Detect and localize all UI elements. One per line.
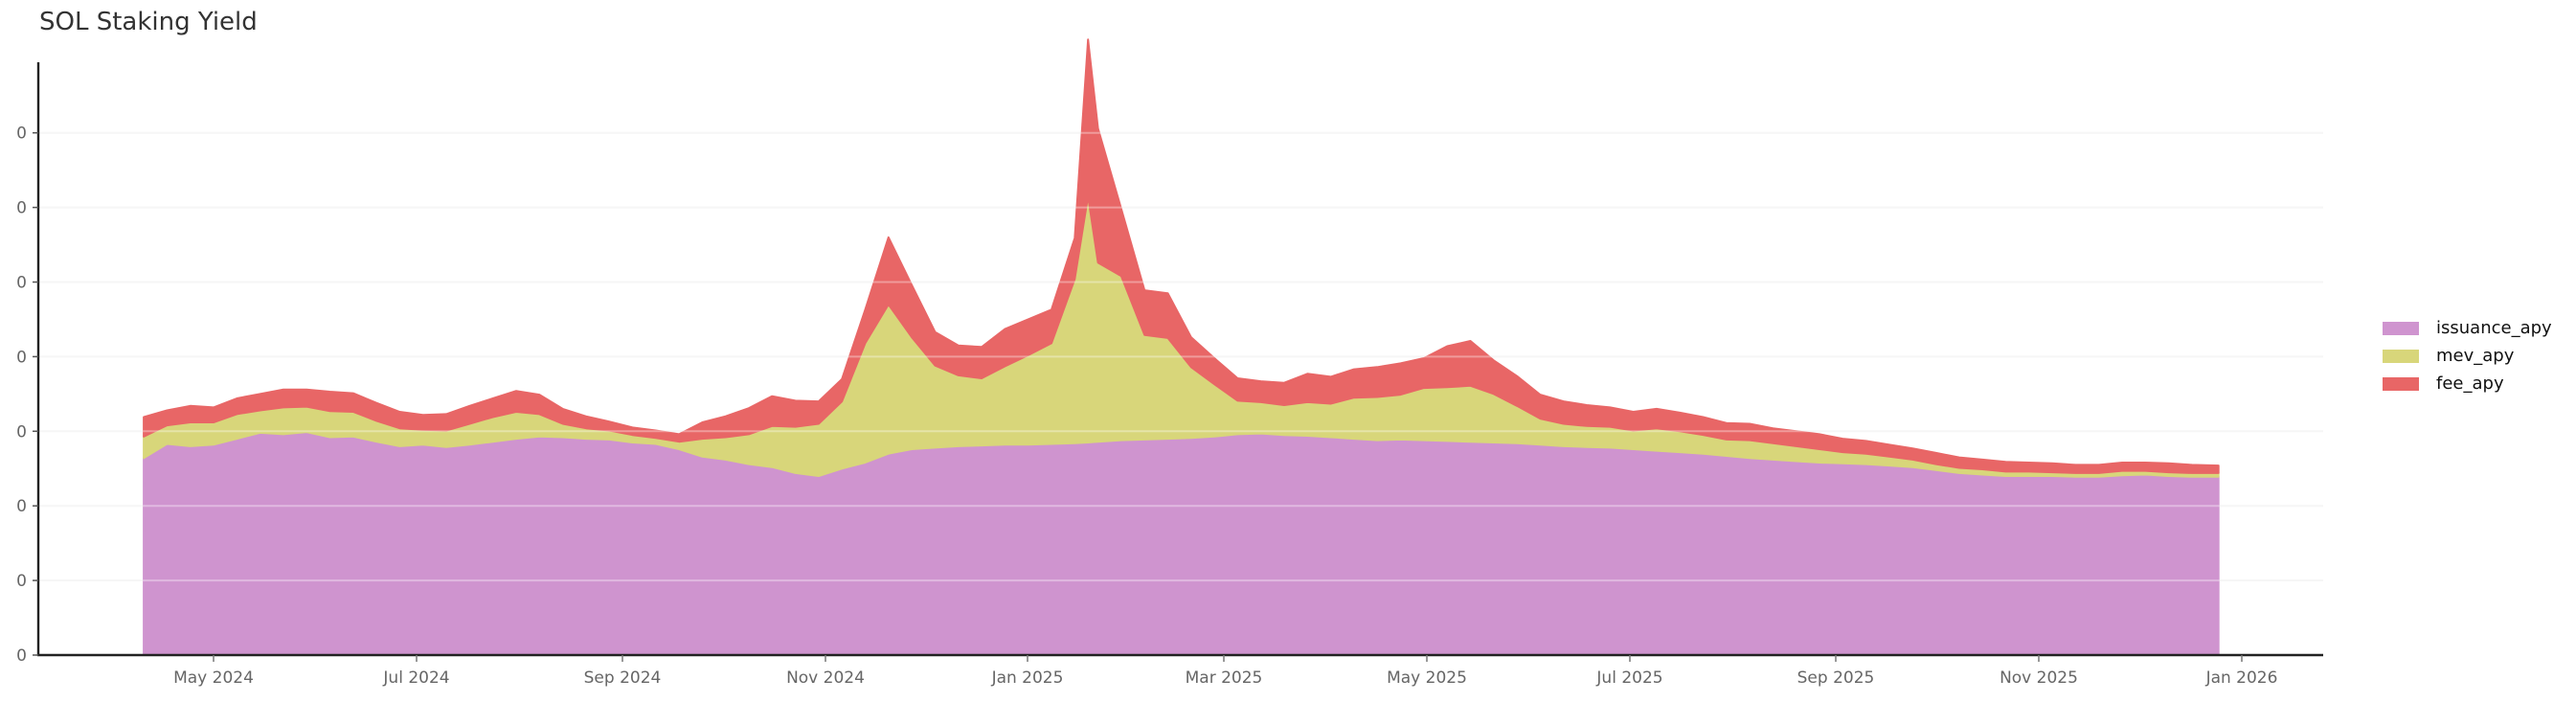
x-tick-label: Jul 2025 [1595, 668, 1662, 688]
x-tick-label: May 2024 [173, 668, 254, 688]
y-tick-label: 0 [16, 348, 27, 367]
x-tick-label: Jan 2025 [991, 668, 1064, 688]
x-tick-label: May 2025 [1387, 668, 1467, 688]
x-tick-label: Jan 2026 [2205, 668, 2278, 688]
x-tick-label: Nov 2024 [786, 668, 865, 688]
legend-label: issuance_apy [2436, 318, 2552, 338]
y-tick-label: 0 [16, 646, 27, 666]
x-tick-label: Jul 2024 [382, 668, 449, 688]
y-tick-label: 0 [16, 125, 27, 144]
mev-swatch-icon [2383, 349, 2419, 363]
issuance-swatch-icon [2383, 321, 2419, 335]
axes [36, 62, 2323, 657]
legend: issuance_apy mev_apy fee_apy [2383, 314, 2552, 397]
legend-item-issuance: issuance_apy [2383, 314, 2552, 342]
y-tick-label: 0 [16, 274, 27, 293]
x-tick-label: Mar 2025 [1186, 668, 1263, 688]
y-tick-label: 0 [16, 199, 27, 218]
y-tick-label: 0 [16, 422, 27, 442]
chart-title: SOL Staking Yield [39, 8, 258, 36]
y-tick-label: 0 [16, 497, 27, 516]
y-axis-ticks: 0 0 0 0 0 0 0 0 [16, 125, 38, 666]
legend-label: fee_apy [2436, 374, 2504, 394]
legend-item-mev: mev_apy [2383, 342, 2552, 370]
x-tick-label: Sep 2024 [584, 668, 662, 688]
x-axis-ticks: May 2024 Jul 2024 Sep 2024 Nov 2024 Jan 2025… [173, 655, 2277, 688]
y-tick-label: 0 [16, 572, 27, 591]
gridlines-overlay [38, 131, 2323, 582]
fee-swatch-icon [2383, 376, 2419, 391]
x-tick-label: Sep 2025 [1797, 668, 1875, 688]
x-tick-label: Nov 2025 [2000, 668, 2078, 688]
legend-label: mev_apy [2436, 346, 2515, 366]
legend-item-fee: fee_apy [2383, 370, 2552, 397]
fee_apy-area [143, 38, 2220, 474]
